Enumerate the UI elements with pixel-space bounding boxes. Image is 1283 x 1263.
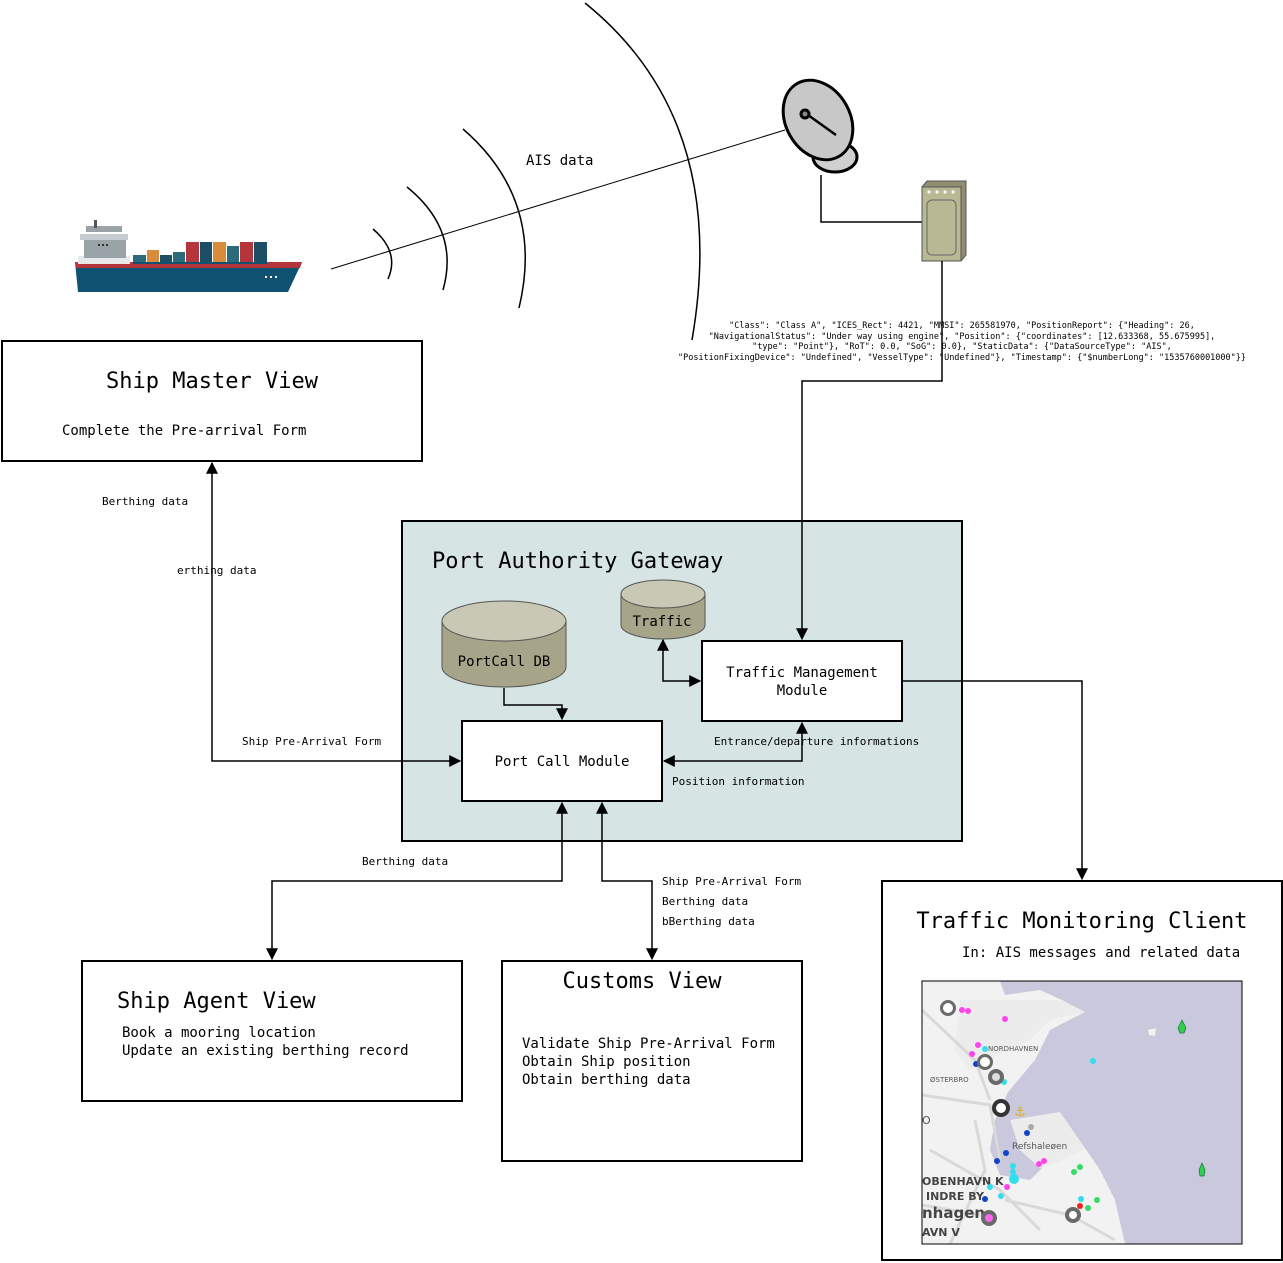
portcall-db-icon: PortCall DB [441,600,567,688]
ais-feed-connector [796,261,943,641]
svg-text:AVN V: AVN V [922,1226,960,1239]
svg-text:Traffic Management: Traffic Management [726,665,878,681]
portcall-customs-connector [596,801,658,961]
boat-icon [1198,1162,1206,1177]
gateway-title: Port Authority Gateway [432,549,723,574]
svg-text:"type": "Point"}, "RoT": 0.0,: "type": "Point"}, "RoT": 0.0, "SoG": 0.0… [752,342,1172,352]
db-portcall-connector [503,688,568,721]
traffic-management-module: Traffic Management Module [701,640,903,722]
svg-text:O: O [922,1114,931,1127]
svg-text:Port Call Module: Port Call Module [495,754,630,770]
port-call-module: Port Call Module [461,720,663,802]
harbour-map: NORDHAVNEN ØSTERBRO Refshaleøen O OBENHA… [922,981,1242,1244]
svg-text:NORDHAVNEN: NORDHAVNEN [988,1045,1038,1053]
ship-agent-title: Ship Agent View [117,989,316,1014]
customs-title: Customs View [563,969,723,994]
ship-master-subtitle: Complete the Pre-arrival Form [62,423,306,439]
svg-text:Module: Module [777,683,828,699]
satellite-dish-icon [781,78,859,174]
map-poi-icons: ⚓ [940,1000,1081,1226]
svg-text:⚓: ⚓ [1014,1105,1026,1120]
edge-label: Berthing data [662,895,748,908]
svg-text:Refshaleøen: Refshaleøen [1012,1142,1067,1152]
customs-view: Customs View Validate Ship Pre-Arrival F… [501,960,803,1162]
edge-label: Berthing data [102,495,188,508]
traffic-client-subtitle: In: AIS messages and related data [962,945,1240,961]
svg-text:Book a mooring location: Book a mooring location [122,1025,316,1041]
svg-text:"NavigationalStatus": "Under w: "NavigationalStatus": "Under way using e… [709,332,1216,342]
svg-text:INDRE BY: INDRE BY [926,1190,985,1203]
container-ship-icon [75,220,302,292]
svg-text:OBENHAVN K: OBENHAVN K [922,1175,1004,1188]
svg-text:Obtain Ship position: Obtain Ship position [522,1054,691,1070]
svg-text:"Class": "Class A", "ICES_Rect: "Class": "Class A", "ICES_Rect": 4421, "… [729,321,1195,331]
traffic-db-connector [657,638,702,687]
ais-signal-line [330,129,786,270]
edge-label: bBerthing data [662,915,755,928]
portcall-db-label: PortCall DB [458,654,551,670]
svg-text:nhagen: nhagen [922,1204,985,1222]
traffic-db-label: Traffic [632,614,691,630]
edge-label: Position information [672,775,804,788]
edge-label: erthing data [177,564,256,577]
edge-label: Entrance/departure informations [714,735,919,748]
dish-receiver-cable [820,175,922,223]
svg-text:Validate Ship Pre-Arrival Form: Validate Ship Pre-Arrival Form [522,1036,775,1052]
traffic-client-connector [902,680,1088,881]
master-portcall-connector [206,461,462,767]
boat-icon [1177,1019,1187,1034]
svg-text:"PositionFixingDevice": "Undef: "PositionFixingDevice": "Undefined", "Ve… [678,353,1246,363]
portcall-agent-connector [266,801,568,961]
portcall-traffic-connector [662,721,808,767]
vessel-markers [959,1007,1100,1211]
map-frame [921,980,1243,1245]
radio-waves [372,2,701,341]
svg-text:Obtain berthing data: Obtain berthing data [522,1072,691,1088]
traffic-client-title: Traffic Monitoring Client [916,909,1247,934]
edge-label: Ship Pre-Arrival Form [242,735,381,748]
ship-master-title: Ship Master View [106,369,319,394]
ship-agent-view: Ship Agent View Book a mooring location … [81,960,463,1102]
ais-data-label: AIS data [526,153,593,169]
edge-label: Berthing data [362,855,448,868]
ais-json-message: "Class": "Class A", "ICES_Rect": 4421, "… [678,321,1246,363]
edge-label: Ship Pre-Arrival Form [662,875,801,888]
ais-receiver-icon [921,180,967,262]
traffic-db-icon: Traffic [620,579,706,640]
ship-master-view: Ship Master View Complete the Pre-arriva… [1,340,423,462]
svg-text:ØSTERBRO: ØSTERBRO [930,1076,969,1084]
svg-text:Update an existing berthing re: Update an existing berthing record [122,1043,409,1059]
